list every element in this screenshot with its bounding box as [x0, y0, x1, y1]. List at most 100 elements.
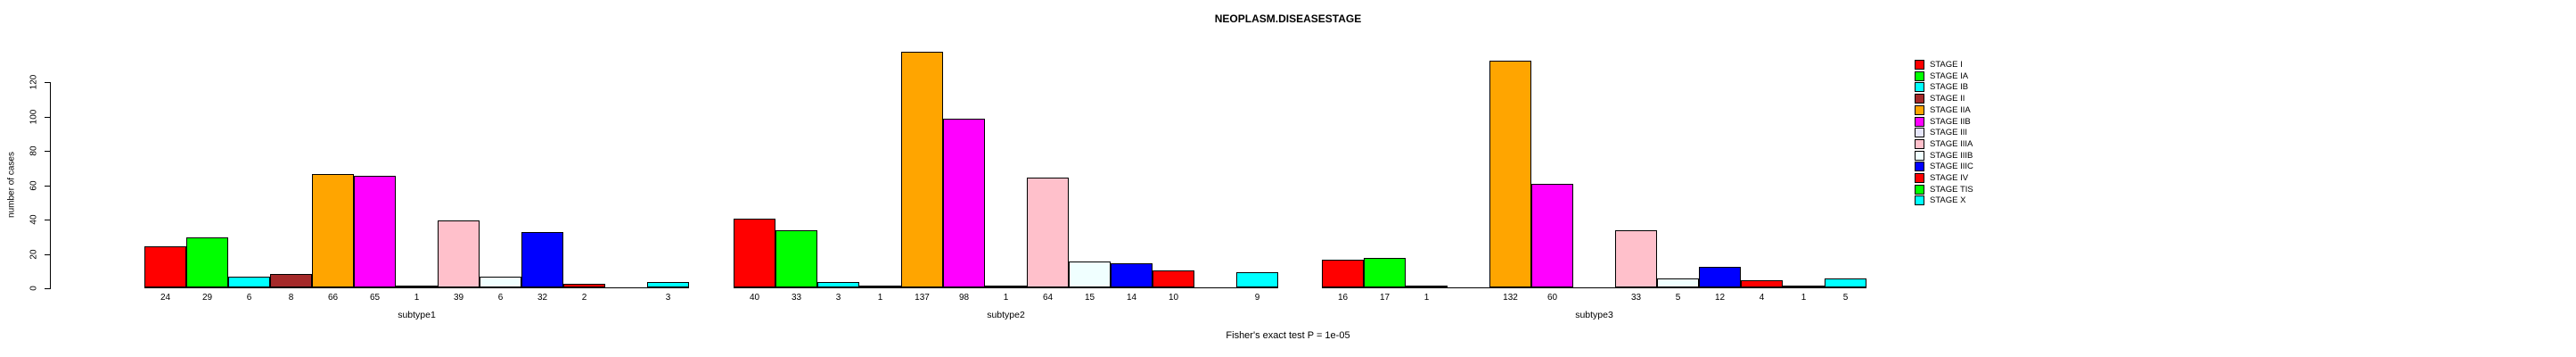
bar	[521, 232, 563, 287]
group-baseline	[144, 287, 689, 288]
bar	[396, 286, 438, 287]
bar-value-label: 4	[1759, 293, 1765, 303]
bar-value-label: 39	[453, 293, 464, 303]
bar	[1153, 270, 1194, 287]
y-tick-label: 60	[29, 179, 39, 191]
bar-value-label: 24	[160, 293, 171, 303]
y-tick-label: 20	[29, 248, 39, 260]
y-tick	[45, 116, 51, 118]
y-tick	[45, 82, 51, 83]
bar	[270, 274, 312, 287]
bar-value-label: 33	[1630, 293, 1642, 303]
bar-value-label: 32	[537, 293, 548, 303]
bar	[985, 286, 1027, 287]
group-label: subtype1	[398, 310, 436, 320]
legend-swatch	[1915, 195, 1924, 206]
bar-value-label: 12	[1714, 293, 1726, 303]
bar	[943, 119, 985, 287]
y-tick-label: 40	[29, 214, 39, 225]
bar-value-label: 5	[1842, 293, 1849, 303]
bar-value-label: 40	[749, 293, 760, 303]
bar-value-label: 1	[877, 293, 883, 303]
legend-label: STAGE IIIB	[1930, 150, 1973, 161]
bar	[1699, 267, 1741, 287]
bar-value-label: 5	[1675, 293, 1681, 303]
bar	[1027, 178, 1069, 287]
bar-value-label: 16	[1337, 293, 1349, 303]
bar	[1406, 286, 1448, 287]
legend-swatch	[1915, 82, 1924, 93]
y-tick-label: 120	[29, 74, 39, 90]
bar-value-label: 137	[915, 293, 930, 303]
legend-label: STAGE X	[1930, 195, 1966, 206]
stat-caption: Fisher's exact test P = 1e-05	[1226, 330, 1350, 341]
legend-label: STAGE IB	[1930, 82, 1969, 93]
bar-value-label: 6	[246, 293, 252, 303]
bar	[312, 174, 354, 287]
bar-value-label: 9	[1254, 293, 1260, 303]
legend-swatch	[1915, 60, 1924, 70]
bar-value-label: 3	[665, 293, 671, 303]
group-baseline	[734, 287, 1278, 288]
bar-value-label: 33	[791, 293, 802, 303]
y-tick-label: 80	[29, 145, 39, 156]
bar-group: 16 17 1 132 60 33 5 12 4 1 5 subtype3	[1322, 0, 1866, 357]
bar-value-label: 14	[1126, 293, 1137, 303]
bar	[354, 176, 396, 287]
group-label: subtype3	[1575, 310, 1613, 320]
bar-group: 40 33 3 1 137 98 1 64 15 14 10 9 subtype2	[734, 0, 1278, 357]
bar	[1236, 272, 1278, 287]
y-tick	[45, 288, 51, 289]
legend-label: STAGE IIIA	[1930, 138, 1973, 149]
bar	[1657, 278, 1699, 287]
legend-label: STAGE IIA	[1930, 104, 1971, 115]
bar	[1069, 262, 1111, 287]
bar	[734, 219, 775, 287]
legend-swatch	[1915, 138, 1924, 149]
bar	[186, 237, 228, 287]
legend-swatch	[1915, 104, 1924, 115]
bar	[228, 277, 270, 287]
group-label: subtype2	[987, 310, 1025, 320]
bar-value-label: 3	[835, 293, 841, 303]
legend-label: STAGE TIS	[1930, 184, 1973, 195]
legend-label: STAGE IV	[1930, 173, 1969, 183]
bar	[1741, 280, 1783, 287]
bar-value-label: 1	[1801, 293, 1807, 303]
bar	[1111, 263, 1153, 287]
bar-value-label: 64	[1042, 293, 1054, 303]
bar-value-label: 65	[369, 293, 381, 303]
bar-value-label: 1	[1003, 293, 1009, 303]
y-tick-label: 0	[29, 286, 39, 291]
bar-value-label: 1	[414, 293, 420, 303]
legend-label: STAGE IIB	[1930, 116, 1971, 127]
bar	[1364, 258, 1406, 287]
bar-value-label: 66	[327, 293, 339, 303]
bar	[1489, 61, 1531, 287]
bar	[1322, 260, 1364, 287]
bar-value-label: 98	[958, 293, 970, 303]
bar-value-label: 10	[1168, 293, 1179, 303]
bar-value-label: 6	[497, 293, 504, 303]
y-tick	[45, 253, 51, 255]
legend-label: STAGE II	[1930, 94, 1965, 104]
bar	[1783, 286, 1825, 287]
legend-swatch	[1915, 71, 1924, 81]
legend-label: STAGE I	[1930, 60, 1963, 70]
legend-swatch	[1915, 150, 1924, 161]
bar	[817, 282, 859, 287]
y-tick-label: 100	[29, 109, 39, 124]
bar	[901, 52, 943, 287]
legend-swatch	[1915, 116, 1924, 127]
group-baseline	[1322, 287, 1866, 288]
legend-label: STAGE IA	[1930, 71, 1969, 81]
legend-label: STAGE III	[1930, 128, 1968, 138]
bar-value-label: 17	[1379, 293, 1391, 303]
bar	[480, 277, 521, 287]
bar-value-label: 15	[1084, 293, 1095, 303]
bar	[1825, 278, 1866, 287]
legend-swatch	[1915, 94, 1924, 104]
bar	[1531, 184, 1573, 287]
chart-title: NEOPLASM.DISEASESTAGE	[1214, 12, 1362, 25]
